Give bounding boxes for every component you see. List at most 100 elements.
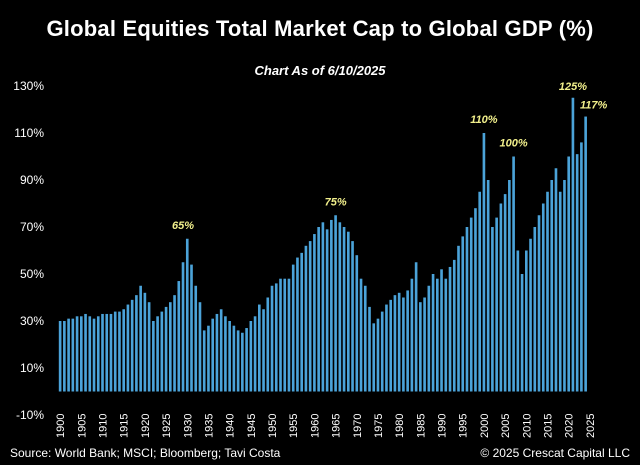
bar-2012 bbox=[533, 227, 537, 392]
x-tick-label: 1920 bbox=[140, 414, 152, 438]
bar-2004 bbox=[499, 203, 503, 392]
bar-1970 bbox=[355, 255, 359, 392]
y-tick-label: 50% bbox=[20, 267, 44, 281]
bar-2019 bbox=[563, 180, 566, 392]
bar-1941 bbox=[232, 325, 236, 392]
chart-title: Global Equities Total Market Cap to Glob… bbox=[46, 16, 594, 41]
bar-1905 bbox=[80, 316, 83, 392]
bar-1950 bbox=[270, 285, 274, 392]
bar-1922 bbox=[152, 321, 155, 392]
bar-1977 bbox=[385, 304, 388, 392]
bar-2009 bbox=[520, 274, 524, 392]
bar-1968 bbox=[347, 231, 350, 392]
bar-1932 bbox=[194, 285, 198, 392]
bar-1979 bbox=[393, 295, 397, 392]
bar-1973 bbox=[368, 306, 371, 392]
bar-2022 bbox=[575, 154, 579, 392]
bar-1914 bbox=[118, 311, 121, 392]
bar-1907 bbox=[88, 316, 92, 392]
bar-1929 bbox=[181, 262, 185, 392]
bar-1956 bbox=[296, 257, 299, 392]
bar-1911 bbox=[105, 313, 109, 392]
bar-1959 bbox=[308, 241, 312, 392]
bar-1989 bbox=[436, 278, 439, 392]
x-tick-label: 2005 bbox=[500, 414, 512, 438]
bar-1942 bbox=[236, 330, 240, 392]
bar-2017 bbox=[554, 168, 558, 392]
bar-1947 bbox=[258, 304, 261, 392]
y-tick-label: 110% bbox=[14, 126, 44, 140]
bar-1937 bbox=[215, 313, 219, 392]
bar-1913 bbox=[113, 311, 117, 392]
bar-2007 bbox=[512, 156, 515, 392]
bar-1983 bbox=[410, 278, 414, 392]
x-tick-label: 2025 bbox=[585, 414, 597, 438]
bar-1900 bbox=[58, 321, 62, 392]
y-tick-label: 30% bbox=[20, 314, 44, 328]
x-tick-label: 1905 bbox=[76, 414, 88, 438]
bar-1936 bbox=[211, 318, 215, 392]
bar-1921 bbox=[147, 302, 151, 392]
bar-1902 bbox=[67, 318, 70, 392]
x-tick-label: 1960 bbox=[309, 414, 321, 438]
bar-1951 bbox=[274, 283, 278, 392]
bar-2011 bbox=[529, 238, 532, 392]
bar-1924 bbox=[160, 311, 164, 392]
bar-2023 bbox=[580, 142, 583, 392]
bar-1915 bbox=[122, 309, 126, 392]
x-tick-label: 1910 bbox=[98, 414, 110, 438]
bar-2005 bbox=[503, 194, 507, 392]
bar-1985 bbox=[419, 302, 422, 392]
bar-2008 bbox=[516, 250, 520, 392]
bar-2020 bbox=[567, 156, 571, 392]
bar-1971 bbox=[359, 278, 363, 392]
bar-1948 bbox=[262, 309, 265, 392]
bar-1927 bbox=[173, 295, 176, 392]
annotation-2024: 117% bbox=[580, 100, 608, 112]
bar-1966 bbox=[338, 222, 342, 392]
bar-1939 bbox=[224, 316, 227, 392]
bar-1903 bbox=[71, 318, 75, 392]
bar-2013 bbox=[537, 215, 541, 392]
bar-1920 bbox=[143, 292, 147, 392]
bar-2006 bbox=[508, 180, 511, 392]
x-tick-label: 1915 bbox=[119, 414, 131, 438]
x-tick-label: 1970 bbox=[352, 414, 364, 438]
bar-1918 bbox=[135, 295, 138, 392]
annotation-2007: 100% bbox=[500, 138, 528, 150]
x-tick-label: 1965 bbox=[331, 414, 343, 438]
bar-1931 bbox=[190, 264, 193, 392]
bar-1999 bbox=[478, 191, 482, 392]
bar-1987 bbox=[427, 285, 431, 392]
bar-1974 bbox=[372, 323, 376, 392]
bar-1926 bbox=[169, 302, 172, 392]
bar-1963 bbox=[325, 229, 329, 392]
bar-1916 bbox=[126, 304, 130, 392]
bar-1955 bbox=[291, 264, 295, 392]
bar-1906 bbox=[84, 313, 87, 392]
y-tick-label: 130% bbox=[13, 79, 44, 93]
bar-1910 bbox=[101, 313, 104, 392]
annotation-1929: 65% bbox=[172, 220, 194, 232]
bar-1944 bbox=[245, 328, 248, 392]
bar-1992 bbox=[448, 266, 452, 392]
x-tick-label: 1945 bbox=[246, 414, 258, 438]
bar-1952 bbox=[279, 278, 282, 392]
bar-1993 bbox=[452, 259, 456, 392]
bar-2018 bbox=[558, 191, 562, 392]
bar-1925 bbox=[164, 306, 168, 392]
bar-1934 bbox=[202, 330, 206, 392]
bar-1909 bbox=[96, 316, 100, 392]
x-tick-label: 2015 bbox=[543, 414, 555, 438]
bar-1964 bbox=[330, 219, 333, 392]
bar-1917 bbox=[130, 299, 134, 392]
bar-1940 bbox=[228, 321, 231, 392]
y-tick-label: -10% bbox=[16, 408, 44, 422]
x-tick-label: 1940 bbox=[225, 414, 237, 438]
y-tick-label: 70% bbox=[20, 220, 44, 234]
bar-1990 bbox=[440, 269, 443, 392]
bar-1996 bbox=[465, 227, 469, 392]
bar-1975 bbox=[376, 318, 380, 392]
bar-1980 bbox=[397, 292, 401, 392]
bar-1935 bbox=[207, 325, 210, 392]
